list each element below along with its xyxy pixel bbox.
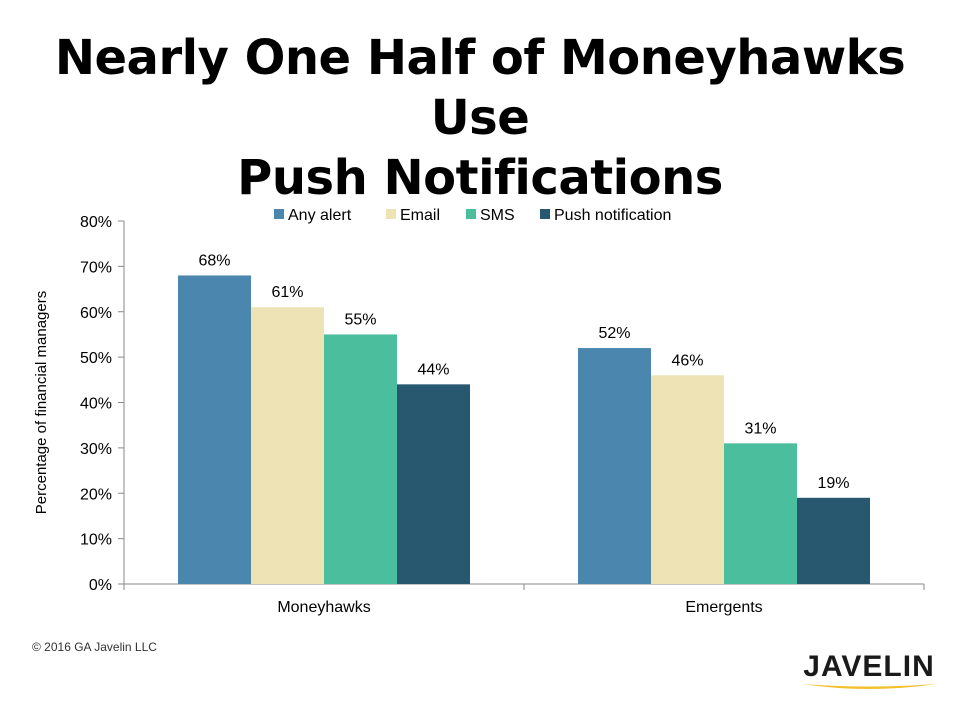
data-label: 31% (744, 420, 776, 437)
bar (178, 275, 251, 584)
data-label: 68% (198, 252, 230, 269)
y-axis-title: Percentage of financial managers (33, 291, 50, 514)
y-tick-label: 50% (80, 350, 112, 367)
y-tick-label: 0% (89, 577, 112, 594)
legend-label: Any alert (288, 207, 352, 224)
data-label: 44% (417, 361, 449, 378)
y-tick-label: 60% (80, 305, 112, 322)
y-tick-label: 20% (80, 486, 112, 503)
y-tick-label: 70% (80, 259, 112, 276)
x-category-label: Moneyhawks (277, 599, 370, 616)
legend-swatch (274, 209, 284, 219)
legend-swatch (466, 209, 476, 219)
logo-text: JAVELIN (803, 650, 935, 683)
data-label: 46% (671, 352, 703, 369)
slide-title-line1: Nearly One Half of Moneyhawks Use (54, 30, 906, 146)
legend-swatch (540, 209, 550, 219)
x-category-label: Emergents (685, 599, 762, 616)
bar (797, 497, 870, 584)
y-tick-label: 80% (80, 214, 112, 231)
logo-swoosh-icon (802, 684, 936, 689)
data-label: 55% (344, 311, 376, 328)
data-label: 19% (817, 475, 849, 492)
y-tick-label: 30% (80, 441, 112, 458)
data-label: 61% (271, 284, 303, 301)
bar (724, 443, 797, 584)
y-tick-label: 40% (80, 396, 112, 413)
legend-label: Push notification (554, 207, 671, 224)
slide-title: Nearly One Half of Moneyhawks Use Push N… (0, 28, 960, 208)
legend-label: Email (400, 207, 440, 224)
legend-label: SMS (480, 207, 515, 224)
bar (324, 334, 397, 584)
copyright-text: © 2016 GA Javelin LLC (32, 640, 157, 654)
slide-title-line2: Push Notifications (237, 150, 723, 206)
bar (397, 384, 470, 584)
javelin-logo: JAVELIN (798, 650, 940, 692)
bar (651, 375, 724, 584)
y-tick-label: 10% (80, 532, 112, 549)
data-label: 52% (598, 325, 630, 342)
bar (251, 307, 324, 584)
legend-swatch (386, 209, 396, 219)
bar (578, 348, 651, 584)
